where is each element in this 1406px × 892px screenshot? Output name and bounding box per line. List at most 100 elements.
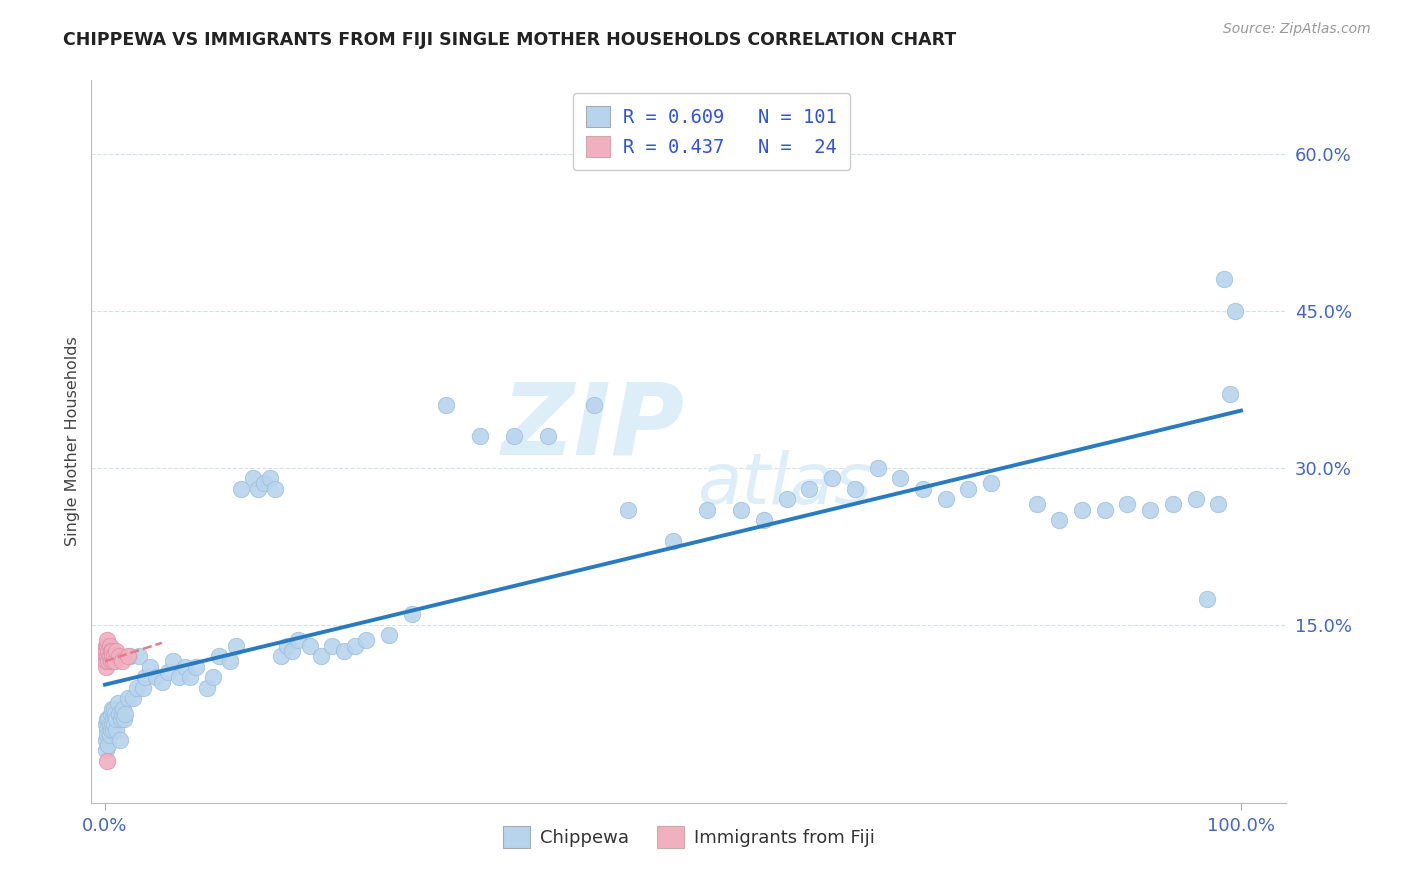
Point [101,644,124,658]
Point [128,649,150,664]
Point [821,471,844,485]
Point [270,649,292,664]
Point [96,728,118,742]
Point [107,649,129,664]
Point [276,639,298,653]
Text: Source: ZipAtlas.com: Source: ZipAtlas.com [1223,22,1371,37]
Point [696,502,718,516]
Point [1219,387,1241,401]
Text: ZIP: ZIP [502,378,685,475]
Point [503,429,526,443]
Point [184,659,207,673]
Point [195,681,218,695]
Point [97,644,120,658]
Point [101,701,124,715]
Point [1025,497,1047,511]
Point [866,460,889,475]
Point [96,655,118,669]
Point [1161,497,1184,511]
Point [1184,492,1206,507]
Point [101,723,124,737]
Point [225,639,247,653]
Point [253,476,276,491]
Point [111,706,134,721]
Point [100,644,122,658]
Point [96,743,118,757]
Point [122,691,145,706]
Point [730,502,752,516]
Point [108,733,131,747]
Point [100,655,122,669]
Point [97,655,120,669]
Point [139,659,162,673]
Point [98,717,121,731]
Point [332,644,354,658]
Point [582,398,605,412]
Point [118,649,141,664]
Point [96,633,118,648]
Point [98,728,121,742]
Point [1071,502,1094,516]
Point [911,482,934,496]
Point [96,639,118,653]
Legend: Chippewa, Immigrants from Fiji: Chippewa, Immigrants from Fiji [495,819,883,855]
Point [97,712,120,726]
Point [104,655,127,669]
Point [96,649,118,664]
Point [775,492,797,507]
Point [117,649,139,664]
Point [1213,272,1236,286]
Point [231,482,253,496]
Point [107,706,129,721]
Point [98,649,121,664]
Point [97,738,120,752]
Text: atlas: atlas [697,450,872,519]
Point [343,639,366,653]
Point [247,482,270,496]
Point [980,476,1002,491]
Point [935,492,957,507]
Point [156,665,179,679]
Point [957,482,980,496]
Point [468,429,491,443]
Point [98,639,121,653]
Point [752,513,775,527]
Point [259,471,281,485]
Point [167,670,190,684]
Point [105,723,128,737]
Point [1094,502,1116,516]
Point [145,670,167,684]
Point [103,717,125,731]
Point [1208,497,1230,511]
Point [105,712,128,726]
Point [117,691,139,706]
Point [799,482,821,496]
Point [179,670,201,684]
Point [219,655,242,669]
Point [96,649,118,664]
Point [242,471,264,485]
Point [96,733,118,747]
Point [844,482,866,496]
Point [96,659,118,673]
Point [401,607,423,622]
Point [103,649,125,664]
Point [101,712,124,726]
Point [100,706,122,721]
Point [125,681,148,695]
Point [1116,497,1139,511]
Text: CHIPPEWA VS IMMIGRANTS FROM FIJI SINGLE MOTHER HOUSEHOLDS CORRELATION CHART: CHIPPEWA VS IMMIGRANTS FROM FIJI SINGLE … [63,31,956,49]
Point [434,398,457,412]
Point [889,471,911,485]
Point [321,639,343,653]
Point [103,701,125,715]
Point [356,633,378,648]
Point [378,628,401,642]
Point [287,633,309,648]
Point [1047,513,1070,527]
Point [134,670,156,684]
Point [537,429,560,443]
Point [616,502,638,516]
Point [662,534,685,549]
Point [111,655,134,669]
